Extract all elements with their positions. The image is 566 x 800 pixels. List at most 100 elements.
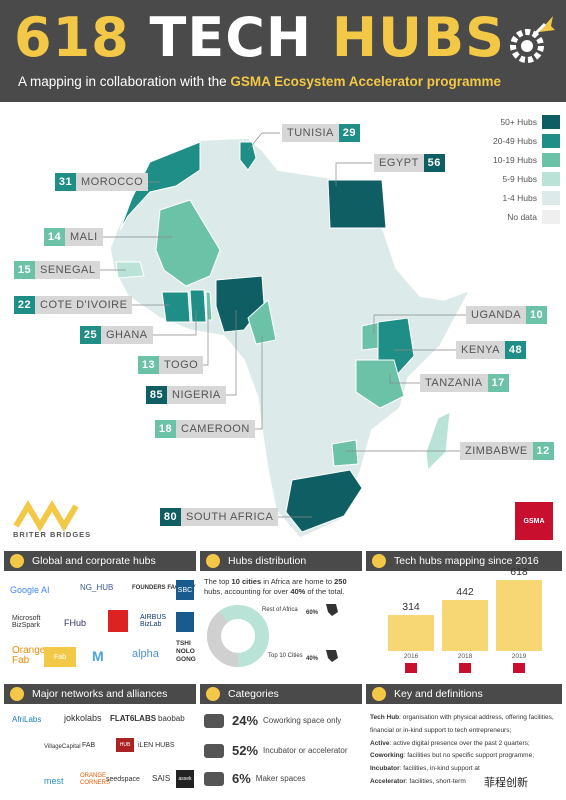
- logo-founders-factory: FOUNDERS FACTORY: [132, 585, 196, 591]
- rest-of-africa-pct: 60%: [306, 610, 319, 616]
- category-row: 52% Incubator or accelerator: [204, 743, 348, 758]
- label-cameroon: 18 CAMEROON: [155, 420, 255, 438]
- bar-year-label: 2019: [511, 653, 527, 660]
- logo-google-ai: Google AI: [10, 585, 50, 595]
- title-tech: TECH: [149, 6, 313, 69]
- country-tunisia: [239, 141, 257, 171]
- logo-sais: SAIS: [152, 774, 171, 783]
- bar-year-label: 2018: [457, 653, 473, 660]
- logo-accenture: [108, 610, 128, 632]
- category-row: 6% Maker spaces: [204, 771, 306, 786]
- logo-flat6labs: FLAT6LABS: [110, 714, 157, 723]
- logo-mest: mest: [44, 776, 64, 786]
- logo-orange-corners: ORANGE CORNERS: [80, 773, 111, 786]
- logo-alpha: alpha: [132, 648, 159, 660]
- legend-item: 1-4 Hubs: [480, 188, 560, 207]
- africa-continent: [109, 137, 472, 539]
- network-icon: [10, 687, 24, 701]
- legend-swatch: [542, 209, 560, 224]
- key-icon: [372, 687, 386, 701]
- distribution-text: The top 10 cities in Africa are home to …: [204, 577, 347, 596]
- label-ghana: 25 GHANA: [80, 326, 153, 344]
- legend-item: No data: [480, 207, 560, 226]
- logo-airbus-bizlab: AIRBUS BizLab: [140, 614, 167, 628]
- definition-item: Active: active digital presence over the…: [370, 739, 530, 747]
- bar-2019: [496, 580, 542, 651]
- africa-map: [92, 132, 472, 539]
- category-row: 24% Coworking space only: [204, 713, 341, 728]
- logo-sbc: SBC: [176, 580, 194, 600]
- top-cities-pct: 40%: [306, 656, 319, 662]
- definition-item: Tech Hub: organisation with physical add…: [370, 714, 554, 734]
- legend-swatch: [542, 190, 560, 205]
- incubator-icon: [204, 743, 224, 758]
- top-cities-label: Top 10 Cities: [268, 653, 303, 659]
- section-mapping-since-2016: Tech hubs mapping since 2016: [366, 551, 562, 571]
- madagascar: [425, 411, 451, 472]
- bar-2016: [388, 615, 434, 651]
- gsma-mini-logo: [513, 663, 525, 673]
- briter-bridges-name: BRITER BRIDGES: [13, 530, 92, 539]
- legend-swatch: [542, 171, 560, 186]
- section-hubs-distribution: Hubs distribution: [200, 551, 362, 571]
- country-uganda: [361, 321, 381, 351]
- label-egypt: EGYPT 56: [374, 154, 445, 172]
- logo-standard-bank: [176, 612, 194, 632]
- bar-2018: [442, 600, 488, 651]
- section-categories: Categories: [200, 684, 362, 704]
- label-nigeria: 85 NIGERIA: [146, 386, 226, 404]
- definition-item: Coworking: facilities but no specific su…: [370, 752, 535, 760]
- section-global-hubs: Global and corporate hubs: [4, 551, 196, 571]
- label-kenya: KENYA 48: [456, 341, 526, 359]
- label-tunisia: TUNISIA 29: [282, 124, 360, 142]
- gear-rocket-icon: [510, 16, 555, 63]
- logo-jokkolabs: jokkolabs: [64, 713, 102, 723]
- country-mali: [155, 199, 221, 287]
- country-south-africa: [285, 469, 363, 533]
- logo-fab-network: FAB: [82, 742, 96, 749]
- country-cote-divoire: [161, 291, 191, 323]
- country-tanzania: [355, 359, 405, 409]
- page-subtitle: A mapping in collaboration with the GSMA…: [18, 74, 502, 89]
- section-key-definitions: Key and definitions: [366, 684, 562, 704]
- upload-icon: [372, 554, 386, 568]
- country-ghana: [189, 289, 207, 323]
- logo-seedspace: seedspace: [106, 776, 140, 783]
- logo-ilen-hubs: iLEN HUBS: [138, 742, 175, 749]
- label-tanzania: TANZANIA 17: [420, 374, 509, 392]
- header-banner: 618 TECH HUBS A mapping in collaboration…: [0, 0, 566, 102]
- logo-tshimologong: TSHI NOLO GONG: [176, 640, 196, 663]
- country-togo: [205, 291, 213, 321]
- bar-value-label: 442: [456, 586, 474, 599]
- section-networks: Major networks and alliances: [4, 684, 196, 704]
- definition-item: Incubator: facilities, in-kind support a…: [370, 765, 480, 773]
- map-legend: 50+ Hubs 20-49 Hubs 10-19 Hubs 5-9 Hubs …: [480, 112, 560, 226]
- label-senegal: 15 SENEGAL: [14, 261, 101, 279]
- definitions-list: Tech Hub: organisation with physical add…: [370, 712, 556, 789]
- logo-baobab: baobab: [158, 714, 185, 723]
- gsma-mini-logo: [405, 663, 417, 673]
- logo-microsoft-bizspark: Microsoft BizSpark: [12, 615, 41, 629]
- distribution-donut: [207, 605, 269, 667]
- label-togo: 13 TOGO: [138, 356, 204, 374]
- label-morocco: 31 MOROCCO: [55, 173, 149, 191]
- logo-assek: assek: [176, 770, 194, 788]
- label-mali: 14 MALI: [44, 228, 103, 246]
- logo-afrilabs: AfriLabs: [12, 715, 42, 724]
- bar-value-label: 618: [510, 566, 528, 579]
- label-cote-divoire: 22 COTE D'IVOIRE: [14, 296, 133, 314]
- country-cameroon: [247, 299, 277, 345]
- pie-icon: [206, 554, 220, 568]
- coworking-icon: [204, 713, 224, 728]
- maker-space-icon: [204, 771, 224, 786]
- page-title: 618 TECH HUBS: [14, 6, 505, 69]
- briter-bridges-logo: [13, 500, 79, 532]
- globe-icon: [10, 554, 24, 568]
- title-number: 618: [14, 6, 130, 69]
- logo-orange-fab: Orange Fab: [12, 645, 46, 666]
- label-south-africa: 80 SOUTH AFRICA: [160, 508, 279, 526]
- legend-swatch: [542, 114, 560, 129]
- logo-hub: HUB: [116, 738, 134, 752]
- label-uganda: UGANDA 10: [466, 306, 548, 324]
- legend-item: 5-9 Hubs: [480, 169, 560, 188]
